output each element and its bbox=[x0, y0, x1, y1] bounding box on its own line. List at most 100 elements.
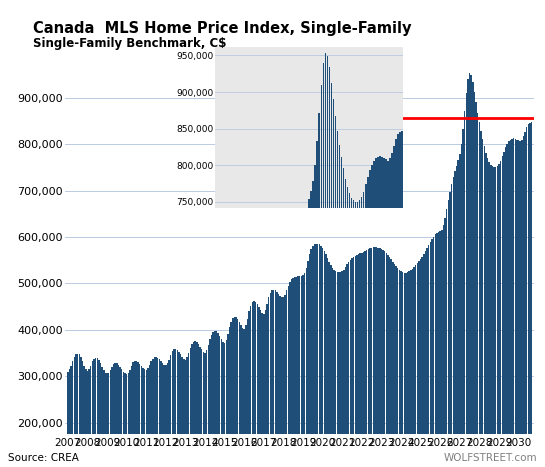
Bar bbox=[273, 290, 274, 467]
Bar bbox=[118, 365, 119, 467]
Bar bbox=[400, 271, 402, 467]
Bar bbox=[284, 295, 286, 467]
Bar bbox=[147, 368, 149, 467]
Bar bbox=[483, 146, 485, 467]
Bar bbox=[345, 267, 346, 467]
Bar bbox=[501, 156, 503, 467]
Bar bbox=[183, 359, 185, 467]
Bar bbox=[317, 243, 318, 467]
Bar bbox=[80, 357, 82, 467]
Bar bbox=[247, 318, 248, 467]
Bar bbox=[266, 343, 268, 467]
Bar bbox=[335, 115, 336, 467]
Bar bbox=[411, 269, 413, 467]
Bar bbox=[426, 248, 428, 467]
Bar bbox=[335, 271, 336, 467]
Bar bbox=[348, 262, 349, 467]
Bar bbox=[175, 349, 177, 467]
Bar bbox=[228, 347, 229, 467]
Bar bbox=[314, 244, 315, 467]
Bar bbox=[490, 164, 492, 467]
Bar bbox=[300, 241, 302, 467]
Bar bbox=[393, 264, 395, 467]
Bar bbox=[280, 296, 281, 467]
Bar bbox=[229, 327, 230, 467]
Bar bbox=[420, 259, 421, 467]
Bar bbox=[276, 292, 277, 467]
Bar bbox=[262, 313, 263, 467]
Bar bbox=[150, 361, 152, 467]
Bar bbox=[401, 131, 403, 467]
Bar bbox=[395, 266, 397, 467]
Bar bbox=[260, 353, 262, 467]
Bar bbox=[226, 340, 227, 467]
Bar bbox=[382, 250, 384, 467]
Bar bbox=[292, 293, 294, 467]
Bar bbox=[469, 73, 470, 467]
Bar bbox=[340, 272, 341, 467]
Bar bbox=[498, 164, 500, 467]
Bar bbox=[421, 256, 423, 467]
Bar bbox=[237, 319, 238, 467]
Bar bbox=[465, 93, 467, 467]
Bar bbox=[358, 254, 359, 467]
Bar bbox=[209, 339, 211, 467]
Bar bbox=[129, 370, 131, 467]
Bar bbox=[355, 256, 356, 467]
Bar bbox=[248, 368, 250, 467]
Bar bbox=[90, 366, 92, 467]
Bar bbox=[106, 374, 108, 467]
Bar bbox=[239, 322, 240, 467]
Bar bbox=[365, 184, 366, 467]
Bar bbox=[439, 231, 441, 467]
Bar bbox=[199, 347, 201, 467]
Bar bbox=[359, 200, 360, 467]
Bar bbox=[274, 324, 276, 467]
Bar bbox=[389, 158, 391, 467]
Bar bbox=[312, 246, 313, 467]
Bar bbox=[319, 244, 320, 467]
Bar bbox=[367, 177, 368, 467]
Bar bbox=[250, 366, 252, 467]
Bar bbox=[347, 187, 348, 467]
Bar bbox=[518, 141, 519, 467]
Bar bbox=[360, 253, 361, 467]
Bar bbox=[160, 361, 162, 467]
Bar bbox=[221, 339, 222, 467]
Bar bbox=[495, 167, 496, 467]
Bar bbox=[181, 357, 183, 467]
Bar bbox=[252, 303, 253, 467]
Bar bbox=[222, 342, 224, 467]
Bar bbox=[83, 366, 85, 467]
Bar bbox=[264, 346, 266, 467]
Bar bbox=[320, 246, 322, 467]
Bar bbox=[142, 368, 144, 467]
Bar bbox=[516, 140, 518, 467]
Bar bbox=[289, 282, 290, 467]
Bar bbox=[482, 139, 483, 467]
Bar bbox=[196, 342, 198, 467]
Bar bbox=[477, 113, 479, 467]
Bar bbox=[272, 329, 274, 467]
Bar bbox=[398, 270, 400, 467]
Bar bbox=[384, 251, 385, 467]
Bar bbox=[244, 368, 246, 467]
Bar bbox=[312, 182, 314, 467]
Bar bbox=[461, 144, 462, 467]
Bar bbox=[355, 202, 356, 467]
Bar bbox=[258, 356, 260, 467]
Bar bbox=[270, 293, 271, 467]
Bar bbox=[433, 237, 434, 467]
Bar bbox=[144, 369, 146, 467]
Bar bbox=[232, 354, 234, 467]
Bar bbox=[232, 318, 233, 467]
Bar bbox=[493, 167, 495, 467]
Bar bbox=[286, 304, 288, 467]
Bar bbox=[361, 197, 362, 467]
Bar bbox=[454, 171, 456, 467]
Bar bbox=[311, 191, 312, 467]
Bar bbox=[503, 152, 505, 467]
Bar bbox=[479, 122, 480, 467]
Bar bbox=[436, 233, 438, 467]
Bar bbox=[475, 102, 477, 467]
